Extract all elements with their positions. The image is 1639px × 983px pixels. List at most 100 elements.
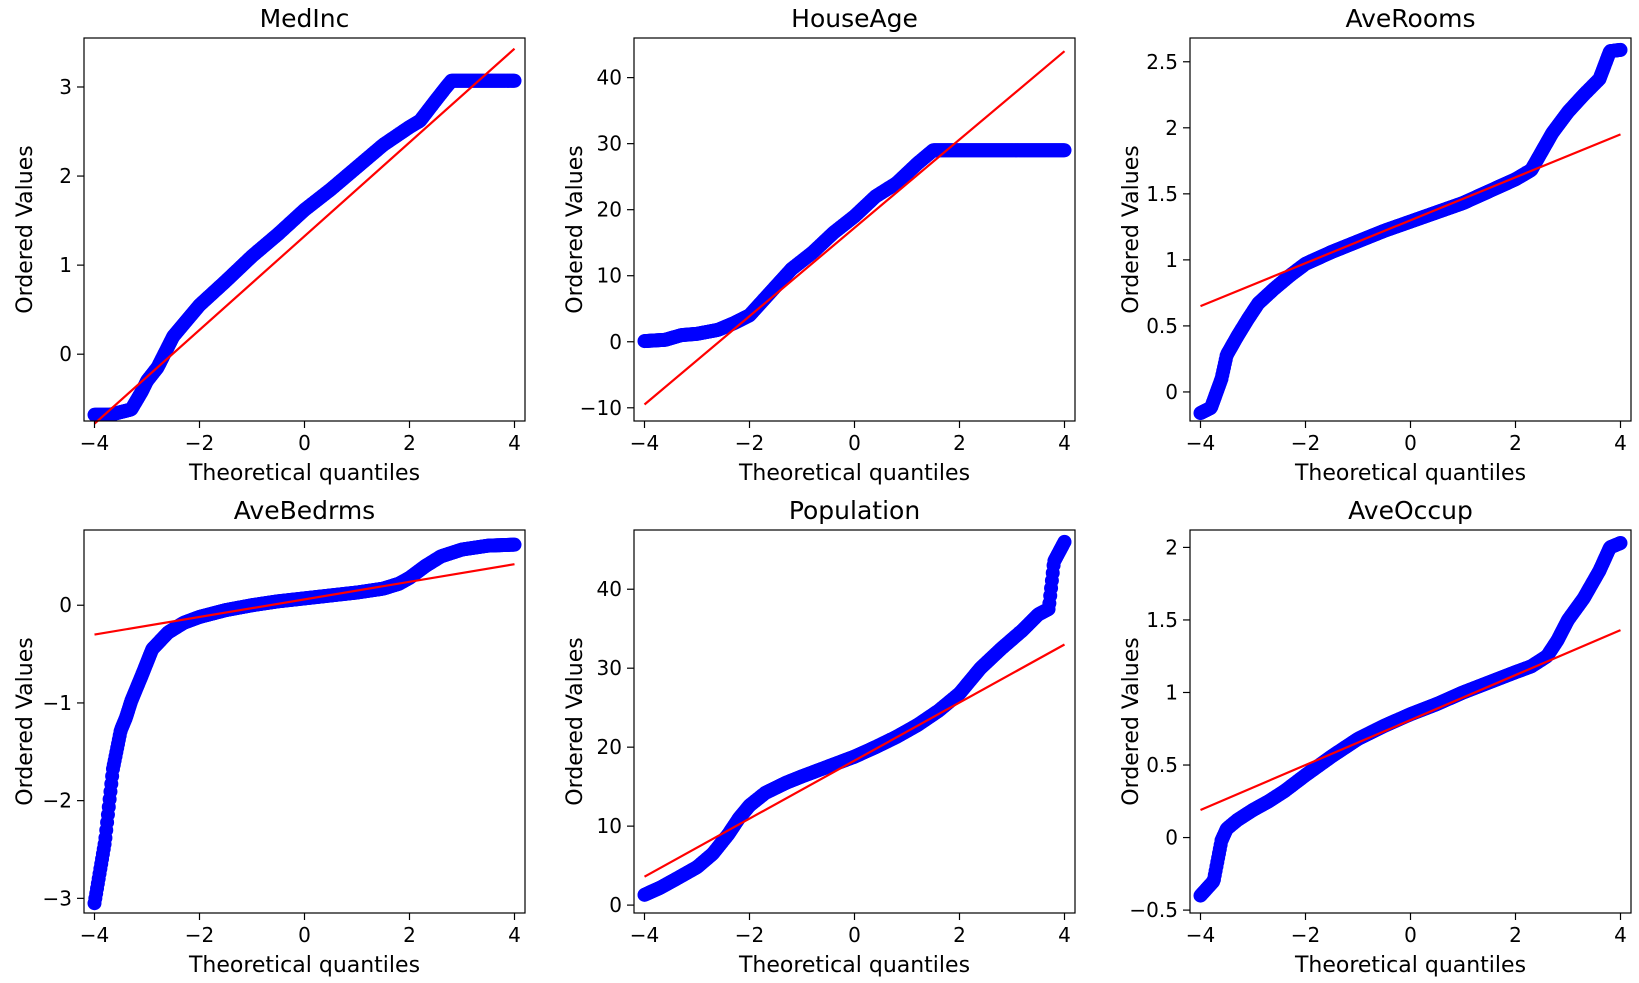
- x-tick-label: −4: [1186, 431, 1215, 455]
- y-tick-label: 2: [59, 164, 72, 188]
- y-tick-label: −3: [43, 886, 72, 910]
- y-tick-label: 0: [59, 342, 72, 366]
- y-tick-label: 3: [59, 75, 72, 99]
- fit-line: [93, 47, 516, 425]
- x-tick-label: 0: [298, 923, 311, 947]
- x-tick-label: −4: [630, 431, 659, 455]
- qq-points: [87, 73, 522, 421]
- x-tick-label: 4: [508, 923, 521, 947]
- subplot-title: Population: [789, 496, 920, 525]
- axes-frame: [1189, 37, 1632, 422]
- x-tick-label: 4: [508, 431, 521, 455]
- y-tick-label: 0: [609, 893, 622, 917]
- x-tick-label: −2: [185, 923, 214, 947]
- y-axis-label: Ordered Values: [563, 145, 588, 313]
- subplot-medinc: −4 −2 0 2 4 0 1 2 3 MedInc Theoretical quantiles Or…: [13, 4, 526, 486]
- subplot-title: AveBedrms: [234, 496, 375, 525]
- x-axis-label: Theoretical quantiles: [738, 461, 970, 486]
- x-axis-label: Theoretical quantiles: [188, 461, 420, 486]
- y-axis-label: Ordered Values: [13, 145, 38, 313]
- subplot-title: AveOccup: [1348, 496, 1473, 525]
- qq-points: [637, 143, 1072, 349]
- qq-point: [1613, 536, 1628, 551]
- fit-line: [1200, 629, 1621, 812]
- y-tick-label: −10: [580, 396, 622, 420]
- fit-line: [1200, 133, 1621, 308]
- x-tick-label: 2: [1509, 923, 1522, 947]
- y-tick-label: 2.5: [1146, 50, 1178, 74]
- y-tick-label: 30: [597, 132, 622, 156]
- y-tick-label: 1: [59, 253, 72, 277]
- y-axis-label: Ordered Values: [1119, 637, 1144, 805]
- qq-point: [1613, 42, 1628, 57]
- subplot-title: MedInc: [260, 4, 350, 33]
- y-axis-label: Ordered Values: [1119, 145, 1144, 313]
- axes-frame: [633, 37, 1076, 422]
- x-tick-label: 4: [1058, 431, 1071, 455]
- y-tick-label: 20: [597, 735, 622, 759]
- x-tick-label: −4: [80, 431, 109, 455]
- x-axis-label: Theoretical quantiles: [188, 953, 420, 978]
- y-axis-label: Ordered Values: [563, 637, 588, 805]
- x-tick-label: 2: [403, 431, 416, 455]
- y-tick-label: 10: [597, 814, 622, 838]
- axes-frame: [83, 529, 526, 914]
- fit-line: [643, 50, 1066, 406]
- y-tick-label: 0.5: [1146, 314, 1178, 338]
- x-tick-label: −4: [630, 923, 659, 947]
- y-tick-label: 1.5: [1146, 608, 1178, 632]
- x-tick-label: −2: [735, 923, 764, 947]
- x-axis-label: Theoretical quantiles: [738, 953, 970, 978]
- fit-line: [94, 563, 515, 636]
- subplot-averooms: −4 −2 0 2 4 0 0.5 1 1.5 2 2.5 AveRooms Theoretical q…: [1119, 4, 1632, 486]
- x-tick-label: 0: [848, 923, 861, 947]
- x-tick-label: 0: [848, 431, 861, 455]
- y-axis-label: Ordered Values: [13, 637, 38, 805]
- x-tick-label: −2: [185, 431, 214, 455]
- y-tick-label: 1.5: [1146, 182, 1178, 206]
- y-tick-label: 0: [1165, 826, 1178, 850]
- subplot-avebedrms: −4 −2 0 2 4 −3 −2 −1 0 AveBedrms Theoretical quant…: [13, 496, 526, 978]
- x-tick-label: 2: [953, 923, 966, 947]
- y-tick-label: 1: [1165, 248, 1178, 272]
- y-tick-label: 0.5: [1146, 753, 1178, 777]
- y-tick-label: 0: [609, 330, 622, 354]
- qq-points: [1193, 42, 1628, 421]
- x-tick-label: 2: [1509, 431, 1522, 455]
- x-tick-label: −2: [1291, 923, 1320, 947]
- x-tick-label: −2: [1291, 431, 1320, 455]
- y-tick-label: −1: [43, 691, 72, 715]
- subplot-title: HouseAge: [791, 4, 918, 33]
- x-tick-label: −4: [80, 923, 109, 947]
- qq-points: [87, 537, 522, 911]
- x-tick-label: 0: [1404, 431, 1417, 455]
- qq-point: [507, 537, 522, 552]
- y-tick-label: 2: [1165, 535, 1178, 559]
- y-tick-label: 40: [597, 66, 622, 90]
- qq-point: [1057, 534, 1072, 549]
- qq-points: [1193, 536, 1628, 903]
- y-tick-label: 2: [1165, 116, 1178, 140]
- y-tick-label: −0.5: [1129, 898, 1178, 922]
- fit-line: [643, 643, 1066, 878]
- y-tick-label: 1: [1165, 680, 1178, 704]
- x-tick-label: 4: [1058, 923, 1071, 947]
- axes-frame: [83, 37, 526, 422]
- x-tick-label: 0: [298, 431, 311, 455]
- x-tick-label: −2: [735, 431, 764, 455]
- x-tick-label: 2: [403, 923, 416, 947]
- y-tick-label: 40: [597, 577, 622, 601]
- y-tick-label: 10: [597, 264, 622, 288]
- x-tick-label: 4: [1614, 923, 1627, 947]
- qq-point: [1057, 143, 1072, 158]
- x-tick-label: 0: [1404, 923, 1417, 947]
- qq-point: [507, 73, 522, 88]
- subplot-houseage: −4 −2 0 2 4 −10 0 10 20 30 40 HouseAge Theoretical q…: [563, 4, 1076, 486]
- y-tick-label: −2: [43, 789, 72, 813]
- y-tick-label: 0: [59, 593, 72, 617]
- x-tick-label: 4: [1614, 431, 1627, 455]
- subplot-aveoccup: −4 −2 0 2 4 −0.5 0 0.5 1 1.5 2 AveOccup Theoretical …: [1119, 496, 1632, 978]
- x-axis-label: Theoretical quantiles: [1294, 461, 1526, 486]
